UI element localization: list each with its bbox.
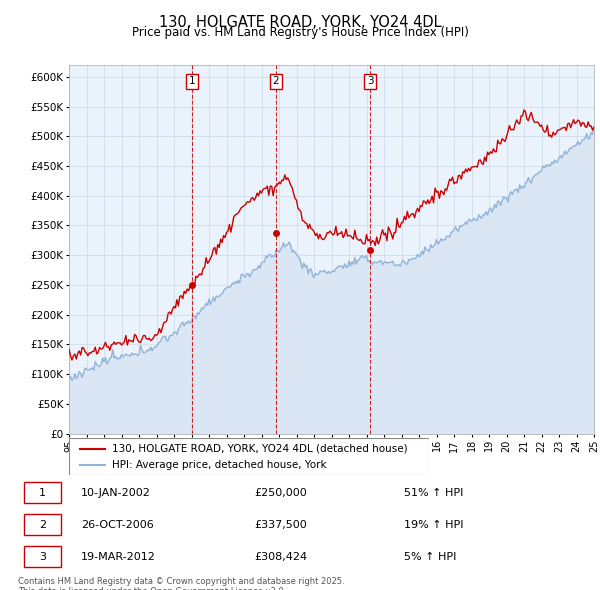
Text: 130, HOLGATE ROAD, YORK, YO24 4DL: 130, HOLGATE ROAD, YORK, YO24 4DL <box>158 15 442 30</box>
Text: HPI: Average price, detached house, York: HPI: Average price, detached house, York <box>112 460 327 470</box>
Text: 2: 2 <box>38 520 46 530</box>
Text: 130, HOLGATE ROAD, YORK, YO24 4DL (detached house): 130, HOLGATE ROAD, YORK, YO24 4DL (detac… <box>112 444 408 454</box>
FancyBboxPatch shape <box>23 514 61 535</box>
Text: £308,424: £308,424 <box>254 552 307 562</box>
Text: 26-OCT-2006: 26-OCT-2006 <box>81 520 154 530</box>
Text: £250,000: £250,000 <box>254 487 307 497</box>
Text: 2: 2 <box>272 77 279 87</box>
Text: Price paid vs. HM Land Registry's House Price Index (HPI): Price paid vs. HM Land Registry's House … <box>131 26 469 39</box>
Text: 10-JAN-2002: 10-JAN-2002 <box>81 487 151 497</box>
FancyBboxPatch shape <box>23 546 61 568</box>
FancyBboxPatch shape <box>23 482 61 503</box>
Text: 19-MAR-2012: 19-MAR-2012 <box>81 552 156 562</box>
Text: 3: 3 <box>39 552 46 562</box>
Text: 3: 3 <box>367 77 374 87</box>
Text: 19% ↑ HPI: 19% ↑ HPI <box>404 520 463 530</box>
Text: Contains HM Land Registry data © Crown copyright and database right 2025.
This d: Contains HM Land Registry data © Crown c… <box>18 577 344 590</box>
Text: 5% ↑ HPI: 5% ↑ HPI <box>404 552 456 562</box>
Text: 1: 1 <box>39 487 46 497</box>
Text: £337,500: £337,500 <box>254 520 307 530</box>
Text: 1: 1 <box>189 77 196 87</box>
FancyBboxPatch shape <box>69 438 429 475</box>
Text: 51% ↑ HPI: 51% ↑ HPI <box>404 487 463 497</box>
